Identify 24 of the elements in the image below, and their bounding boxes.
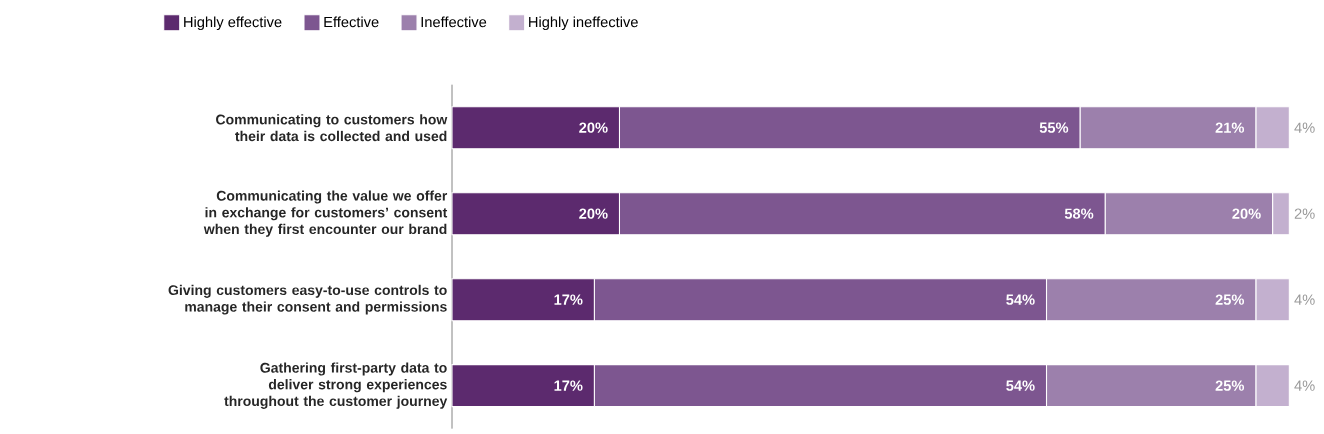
- data-label: 55%: [1039, 122, 1069, 133]
- y-tick-label: Giving customers easy-to-use controls to manage their consent and permissions: [168, 284, 447, 315]
- legend-label: Effective: [324, 16, 379, 28]
- legend-label: Ineffective: [421, 16, 487, 28]
- data-label: 20%: [1232, 208, 1261, 219]
- data-label: 20%: [579, 208, 608, 219]
- data-label: 58%: [1064, 208, 1094, 219]
- data-label: 20%: [579, 122, 608, 133]
- y-tick-label: Gathering first-party data to deliver strong experiences throughout the customer journey: [224, 362, 448, 409]
- data-label: 21%: [1215, 122, 1245, 133]
- data-label: 4%: [1294, 122, 1315, 133]
- data-label: 54%: [1006, 294, 1035, 305]
- data-label: 25%: [1215, 294, 1245, 305]
- legend-label: Highly ineffective: [529, 16, 638, 31]
- data-label: 17%: [554, 380, 583, 391]
- data-label: 2%: [1294, 208, 1315, 219]
- y-tick-label: Communicating to customers how their data is collected and used: [216, 114, 448, 142]
- data-label: 17%: [554, 294, 583, 305]
- data-label: 4%: [1294, 294, 1315, 305]
- y-tick-label: Communicating the value we offer in exchange for customers’ consent when they first encounter our brand: [203, 190, 448, 237]
- legend-label: Highly effective: [184, 16, 282, 31]
- data-label: 4%: [1294, 380, 1315, 391]
- data-label: 25%: [1215, 380, 1245, 391]
- data-label: 54%: [1006, 380, 1035, 391]
